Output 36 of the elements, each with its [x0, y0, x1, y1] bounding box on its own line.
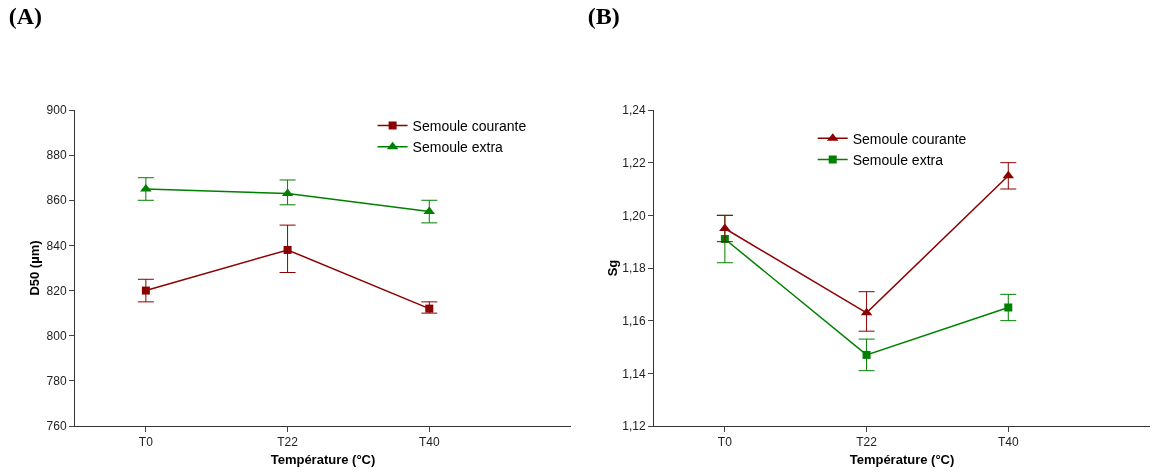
y-tick-label: 880: [46, 148, 67, 163]
y-tick-label: 900: [46, 103, 67, 118]
y-tick-label: 1,18: [622, 261, 646, 276]
x-tick-label: T40: [997, 435, 1019, 450]
x-tick-label: T0: [717, 435, 733, 450]
point: [283, 245, 292, 254]
legend-label: Semoule extra: [852, 151, 944, 168]
x-tick-label: T40: [418, 435, 440, 450]
y-axis-title: D50 (µm): [27, 240, 42, 296]
y-axis-title: Sg: [605, 259, 621, 277]
y-tick-label: 760: [46, 419, 67, 434]
y-tick-label: 1,12: [622, 419, 646, 434]
legend-label: Semoule courante: [852, 130, 967, 147]
x-axis-title: Température (°C): [849, 452, 955, 467]
y-tick-label: 840: [46, 238, 67, 253]
y-tick-label: 1,14: [622, 366, 646, 381]
y-tick-label: 820: [46, 283, 67, 298]
y-tick-label: 1,24: [622, 103, 646, 118]
point: [425, 304, 434, 313]
chart-title: (A): [8, 2, 43, 29]
x-axis-title: Température (°C): [270, 452, 376, 467]
y-tick-label: 1,22: [622, 155, 646, 170]
x-tick-label: T22: [277, 435, 299, 450]
point: [1004, 303, 1013, 312]
y-tick-label: 800: [46, 328, 67, 343]
chart-title: (B): [587, 2, 620, 29]
legend-label: Semoule extra: [412, 139, 504, 156]
y-tick-label: 1,16: [622, 313, 646, 328]
x-tick-label: T22: [856, 435, 878, 450]
x-tick-label: T0: [138, 435, 154, 450]
y-tick-label: 780: [46, 374, 67, 389]
point: [141, 286, 150, 295]
point: [862, 350, 871, 359]
y-tick-label: 860: [46, 193, 67, 208]
legend-label: Semoule courante: [412, 118, 527, 135]
y-tick-label: 1,20: [622, 208, 646, 223]
